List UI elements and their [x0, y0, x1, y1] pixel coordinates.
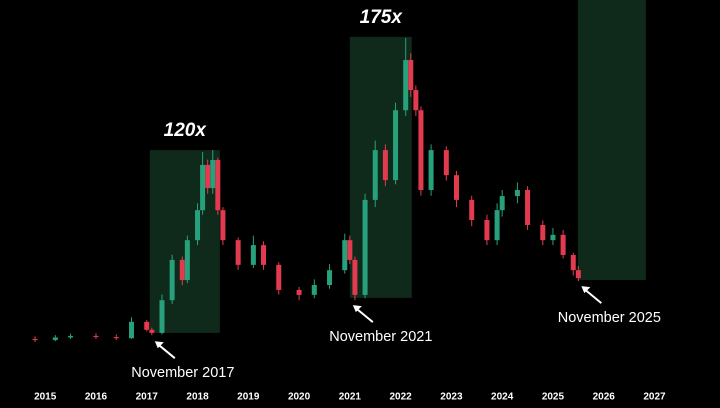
x-tick-label: 2016	[85, 392, 108, 403]
candle-body	[235, 240, 241, 265]
x-tick-label: 2024	[491, 392, 514, 403]
candle-body	[261, 245, 267, 265]
candle-body	[428, 150, 434, 190]
candle-body	[484, 220, 490, 241]
candle-body	[382, 150, 388, 181]
candle-body	[184, 240, 190, 281]
candle-body	[453, 175, 459, 200]
multiplier-label: 120x	[164, 120, 208, 141]
x-tick-label: 2027	[643, 392, 666, 403]
candle-body	[169, 259, 175, 301]
candle-body	[514, 190, 520, 197]
x-tick-label: 2015	[34, 392, 57, 403]
candle-body	[113, 337, 119, 339]
candle-body	[149, 329, 155, 333]
candle-body	[144, 321, 150, 330]
candle-body	[195, 210, 201, 241]
candle-body	[525, 190, 531, 225]
candle-body	[276, 264, 282, 290]
candle-body	[372, 150, 378, 200]
candle-body	[129, 321, 135, 339]
annotation-label: November 2025	[558, 310, 661, 326]
candle-body	[32, 338, 38, 341]
x-tick-label: 2017	[136, 392, 159, 403]
candle-body	[575, 270, 581, 279]
candle-body	[413, 90, 419, 111]
annotation-label: November 2017	[131, 365, 234, 381]
arrow-head	[352, 305, 362, 313]
x-tick-label: 2021	[339, 392, 362, 403]
annotation-arrow	[355, 307, 374, 323]
candle-body	[352, 259, 358, 295]
candle-body	[499, 196, 505, 211]
candle-body	[205, 164, 211, 189]
candle-body	[68, 335, 74, 338]
candle-body	[469, 199, 475, 221]
highlight-zone	[349, 36, 412, 298]
x-tick-label: 2018	[186, 392, 209, 403]
candle-body	[159, 300, 165, 333]
candle-body	[570, 254, 576, 271]
candle-body	[179, 259, 185, 281]
candle-body	[408, 60, 414, 91]
candle-body	[362, 199, 368, 295]
candle-body	[311, 285, 317, 295]
x-tick-label: 2023	[440, 392, 463, 403]
candle-body	[494, 210, 500, 241]
arrow-head	[581, 286, 591, 294]
multiplier-label: 175x	[360, 7, 404, 28]
candle-body	[403, 60, 409, 111]
candle-body	[210, 159, 216, 189]
highlight-zone	[577, 0, 646, 281]
x-tick-label: 2022	[389, 392, 412, 403]
candle-body	[296, 289, 302, 295]
candle-body	[540, 224, 546, 241]
candle-body	[418, 110, 424, 190]
annotation-arrow	[157, 343, 176, 359]
candle-body	[215, 159, 221, 211]
candle-body	[550, 234, 556, 241]
candle-body	[93, 335, 99, 338]
candle-body	[200, 164, 206, 211]
candle-body	[220, 210, 226, 241]
candle-body	[393, 110, 399, 181]
candle-body	[52, 337, 58, 341]
candle-body	[327, 270, 333, 285]
candle-body	[250, 245, 256, 265]
x-tick-label: 2025	[542, 392, 565, 403]
annotation-label: November 2021	[329, 329, 432, 345]
x-tick-label: 2020	[288, 392, 311, 403]
annotation-arrow	[583, 288, 602, 304]
candle-body	[560, 234, 566, 255]
candle-body	[443, 150, 449, 176]
candle-body	[342, 240, 348, 271]
x-tick-label: 2019	[237, 392, 260, 403]
arrow-head	[154, 341, 164, 349]
x-tick-label: 2026	[593, 392, 616, 403]
candle-body	[347, 240, 353, 260]
